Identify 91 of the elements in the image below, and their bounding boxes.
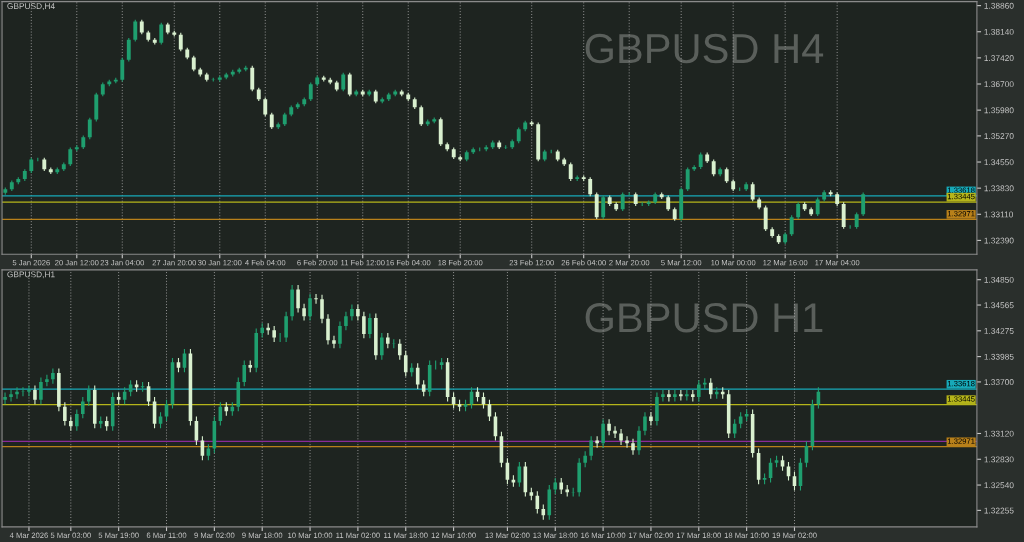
candlestick bbox=[332, 335, 336, 349]
candlestick bbox=[588, 176, 593, 197]
y-tick-label: 1.33120 bbox=[984, 430, 1014, 437]
candlestick bbox=[655, 392, 659, 427]
candlestick bbox=[419, 104, 424, 127]
candlestick bbox=[27, 384, 31, 397]
candlestick bbox=[789, 214, 794, 237]
y-tick-label: 1.34550 bbox=[984, 159, 1014, 166]
candlestick bbox=[403, 350, 408, 378]
candlestick bbox=[841, 201, 846, 230]
candlestick bbox=[368, 312, 372, 339]
candlestick bbox=[159, 22, 164, 46]
candlestick bbox=[133, 19, 138, 43]
candlestick bbox=[380, 332, 384, 361]
y-tick-label: 1.32540 bbox=[984, 482, 1014, 489]
candlestick bbox=[178, 32, 183, 52]
candlestick bbox=[338, 320, 342, 349]
candlestick bbox=[631, 438, 635, 456]
candlestick bbox=[667, 389, 671, 403]
y-tick-label: 1.32390 bbox=[984, 237, 1014, 244]
y-tick-label: 1.38860 bbox=[984, 2, 1014, 9]
candlestick bbox=[601, 418, 605, 449]
candlestick bbox=[620, 191, 625, 212]
candlestick bbox=[356, 304, 360, 322]
candlestick bbox=[45, 374, 49, 387]
candlestick bbox=[568, 161, 573, 182]
candlestick bbox=[594, 191, 599, 220]
candlestick bbox=[86, 384, 91, 407]
candlestick bbox=[362, 311, 366, 339]
candlestick bbox=[308, 81, 313, 102]
candlestick bbox=[87, 117, 92, 140]
candlestick bbox=[51, 368, 55, 385]
y-tick-label: 1.34275 bbox=[984, 328, 1014, 334]
chart-title: GBPUSD,H1 bbox=[7, 271, 55, 279]
y-tick-label: 1.37420 bbox=[984, 55, 1014, 61]
candlestick bbox=[344, 311, 348, 331]
candlestick bbox=[708, 377, 713, 400]
y-tick-label: 1.33830 bbox=[984, 185, 1014, 192]
candlestick bbox=[815, 197, 820, 217]
candlestick bbox=[308, 293, 312, 322]
annotation: GBPUSD H4 bbox=[585, 33, 824, 64]
candlestick bbox=[341, 72, 346, 92]
candlestick bbox=[39, 376, 43, 405]
candlestick bbox=[296, 284, 300, 314]
candlestick bbox=[80, 396, 85, 419]
chart-title: GBPUSD,H4 bbox=[7, 3, 55, 10]
y-tick-label: 1.34565 bbox=[984, 302, 1014, 309]
candlestick bbox=[861, 191, 866, 217]
y-tick-label: 1.33700 bbox=[984, 379, 1014, 386]
candlestick bbox=[120, 57, 125, 83]
candlestick bbox=[320, 294, 324, 324]
candlestick bbox=[750, 181, 755, 202]
candlestick bbox=[679, 389, 683, 402]
candlestick bbox=[649, 411, 653, 427]
candlestick bbox=[601, 194, 606, 220]
y-tick-label: 1.33985 bbox=[984, 353, 1014, 360]
y-tick-label: 1.34850 bbox=[984, 276, 1014, 283]
candlestick bbox=[350, 304, 354, 322]
candlestick bbox=[643, 411, 647, 436]
candlestick bbox=[63, 401, 67, 427]
candlestick bbox=[661, 389, 665, 403]
candlestick bbox=[3, 392, 7, 405]
y-tick-label: 1.33110 bbox=[984, 211, 1014, 218]
y-tick-label: 1.35980 bbox=[984, 107, 1014, 114]
y-tick-label: 1.36700 bbox=[984, 81, 1014, 88]
candlestick bbox=[250, 65, 255, 92]
candlestick bbox=[673, 389, 677, 403]
candlestick bbox=[697, 379, 701, 403]
candlestick bbox=[263, 96, 268, 117]
candlestick bbox=[637, 425, 641, 456]
candlestick bbox=[68, 146, 73, 167]
candlestick bbox=[242, 360, 247, 387]
candlestick bbox=[397, 338, 402, 361]
candlestick bbox=[685, 166, 690, 192]
candlestick bbox=[607, 418, 611, 436]
candlestick bbox=[326, 313, 330, 346]
candlestick bbox=[75, 408, 79, 432]
annotation: GBPUSD H1 bbox=[585, 302, 823, 333]
y-tick-label: 1.32255 bbox=[984, 507, 1014, 514]
candlestick bbox=[9, 389, 13, 403]
candlestick bbox=[284, 311, 288, 343]
y-tick-label: 1.38140 bbox=[984, 28, 1014, 35]
candlestick bbox=[314, 293, 318, 305]
candlestick bbox=[347, 72, 352, 97]
candlestick bbox=[302, 303, 306, 322]
candlestick bbox=[589, 435, 593, 461]
y-tick-label: 1.32830 bbox=[984, 456, 1014, 463]
candlestick bbox=[126, 37, 131, 63]
y-tick-label: 1.35270 bbox=[984, 133, 1014, 139]
candlestick bbox=[763, 205, 768, 232]
candlestick bbox=[33, 384, 37, 405]
